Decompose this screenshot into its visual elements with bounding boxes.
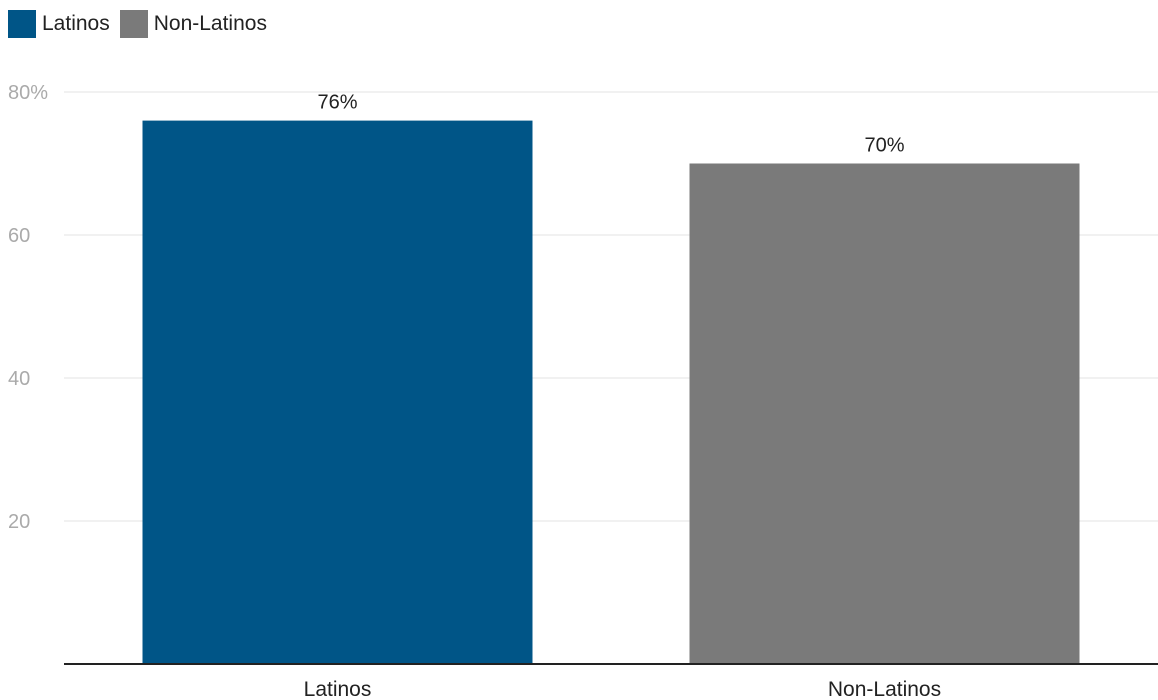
legend-label-non-latinos: Non-Latinos: [153, 12, 267, 35]
legend: Latinos Non-Latinos: [8, 8, 267, 40]
y-tick-label: 20: [8, 511, 30, 533]
legend-label-latinos: Latinos: [42, 12, 110, 35]
legend-item-latinos: Latinos: [8, 10, 110, 38]
x-tick-label: Non-Latinos: [828, 678, 941, 700]
y-tick-label: 80%: [8, 82, 48, 104]
data-label: 70%: [864, 135, 904, 157]
bar: [689, 163, 1080, 664]
data-label: 76%: [317, 92, 357, 114]
legend-swatch-non-latinos: [119, 10, 148, 38]
x-tick-label: Latinos: [304, 678, 372, 700]
legend-item-non-latinos: Non-Latinos: [119, 10, 267, 38]
y-tick-label: 60: [8, 225, 30, 247]
bar: [142, 120, 533, 665]
legend-swatch-latinos: [8, 10, 36, 38]
y-tick-label: 40: [8, 368, 30, 390]
